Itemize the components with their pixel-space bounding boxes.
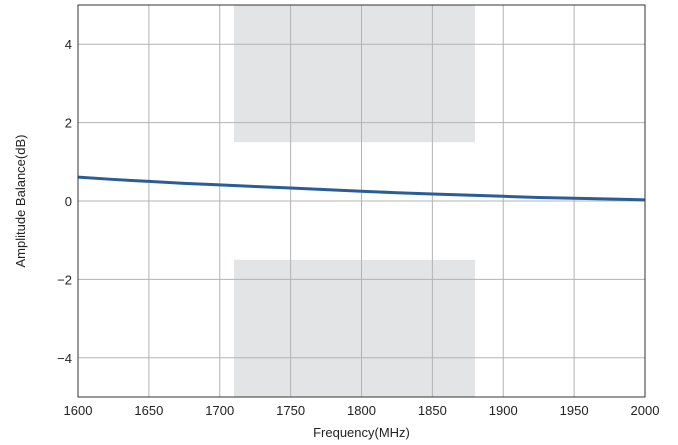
y-axis-title: Amplitude Balance(dB) bbox=[13, 135, 28, 268]
spec-shaded-regions bbox=[233, 5, 475, 397]
x-axis-title: Frequency(MHz) bbox=[313, 425, 410, 440]
x-tick-label: 1800 bbox=[347, 403, 376, 418]
x-tick-label: 1750 bbox=[276, 403, 305, 418]
x-tick-label: 1700 bbox=[205, 403, 234, 418]
y-tick-label: 4 bbox=[65, 37, 72, 52]
series-layer bbox=[77, 175, 646, 202]
y-tick-labels: −4 −2 0 2 4 bbox=[57, 37, 72, 366]
y-tick-label: −2 bbox=[57, 272, 72, 287]
x-tick-label: 1650 bbox=[134, 403, 163, 418]
grid-lines bbox=[77, 5, 646, 397]
x-tick-label: 1600 bbox=[64, 403, 93, 418]
y-tick-label: 2 bbox=[65, 116, 72, 131]
series-line-0 bbox=[77, 175, 646, 202]
x-tick-label: 2000 bbox=[631, 403, 660, 418]
x-tick-label: 1900 bbox=[489, 403, 518, 418]
x-tick-label: 1850 bbox=[418, 403, 447, 418]
y-tick-label: −4 bbox=[57, 351, 72, 366]
plot-frame bbox=[77, 4, 646, 398]
y-tick-label: 0 bbox=[65, 194, 72, 209]
shaded-region-0 bbox=[233, 5, 475, 143]
x-tick-label: 1950 bbox=[560, 403, 589, 418]
shaded-region-1 bbox=[233, 259, 475, 397]
x-tick-labels: 1600 1650 1700 1750 1800 1850 1900 1950 2000 bbox=[64, 403, 660, 418]
